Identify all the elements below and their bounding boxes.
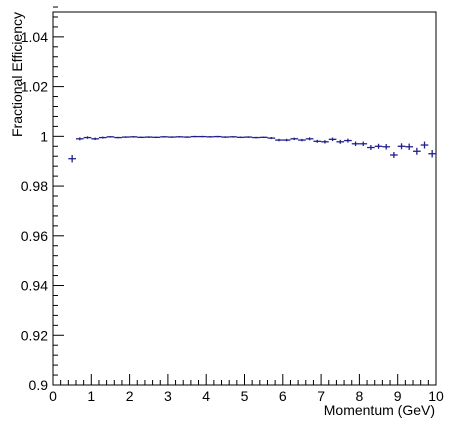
data-point	[198, 135, 207, 138]
data-point	[68, 154, 76, 163]
data-point	[160, 136, 168, 138]
x-tick-label: 4	[202, 388, 210, 404]
data-point	[252, 136, 260, 139]
data-point	[106, 136, 115, 138]
y-tick-label: 0.98	[21, 178, 48, 194]
data-point	[167, 136, 176, 138]
data-point	[405, 143, 414, 151]
data-point	[321, 140, 329, 144]
data-markers	[68, 135, 436, 163]
data-point	[152, 136, 161, 139]
data-point	[83, 136, 92, 139]
y-tick-label: 0.94	[21, 278, 48, 294]
data-point	[344, 138, 352, 143]
data-point	[397, 143, 406, 150]
data-point	[336, 139, 345, 144]
data-point	[190, 135, 199, 138]
data-point	[129, 136, 138, 138]
data-point	[328, 137, 337, 142]
data-point	[75, 137, 84, 141]
data-point	[413, 147, 421, 155]
plot-frame	[52, 11, 437, 386]
x-tick-label: 6	[279, 388, 287, 404]
y-tick-label: 1	[40, 128, 48, 144]
data-point	[175, 136, 184, 138]
data-point	[221, 136, 230, 138]
data-point	[420, 141, 429, 149]
x-tick-label: 3	[164, 388, 172, 404]
x-axis: 0 1 2 3 4 5 6 7 8 9 10	[49, 374, 444, 404]
x-tick-label: 7	[317, 388, 325, 404]
data-point	[351, 141, 360, 147]
data-point	[305, 137, 314, 141]
y-tick-label: 0.96	[21, 228, 48, 244]
data-point	[229, 136, 237, 138]
y-tick-label: 1.04	[21, 29, 48, 45]
x-tick-label: 2	[126, 388, 134, 404]
data-point	[91, 137, 99, 141]
y-axis-title: Fractional Efficiency	[9, 12, 25, 137]
x-tick-label: 1	[87, 388, 95, 404]
data-point	[137, 136, 145, 139]
data-point	[313, 139, 322, 143]
data-point	[298, 138, 306, 142]
x-tick-label: 5	[241, 388, 249, 404]
data-point	[359, 141, 368, 147]
data-point	[267, 137, 276, 140]
data-point	[374, 143, 383, 149]
y-tick-label: 0.9	[29, 377, 49, 393]
data-point	[275, 138, 283, 142]
data-point	[244, 136, 253, 138]
y-tick-label: 0.92	[21, 327, 48, 343]
x-tick-label: 9	[394, 388, 402, 404]
data-point	[390, 151, 398, 158]
x-axis-title: Momentum (GeV)	[324, 402, 435, 418]
data-point	[121, 136, 130, 138]
data-point	[98, 136, 107, 139]
data-point	[114, 136, 122, 139]
x-tick-label: 10	[428, 388, 444, 404]
data-point	[367, 145, 375, 151]
data-point	[213, 135, 222, 138]
data-point	[259, 136, 268, 139]
data-point	[290, 137, 299, 141]
y-tick-label: 1.02	[21, 79, 48, 95]
data-point	[282, 138, 291, 142]
data-point	[236, 136, 245, 139]
data-point	[428, 150, 436, 158]
data-point	[183, 136, 191, 138]
x-tick-label: 0	[49, 388, 57, 404]
data-point	[144, 136, 153, 138]
data-point	[382, 144, 391, 150]
data-point	[206, 136, 214, 138]
x-tick-label: 8	[356, 388, 364, 404]
y-axis: 0.9 0.92 0.94 0.96 0.98 1 1.02 1.04	[21, 6, 64, 393]
